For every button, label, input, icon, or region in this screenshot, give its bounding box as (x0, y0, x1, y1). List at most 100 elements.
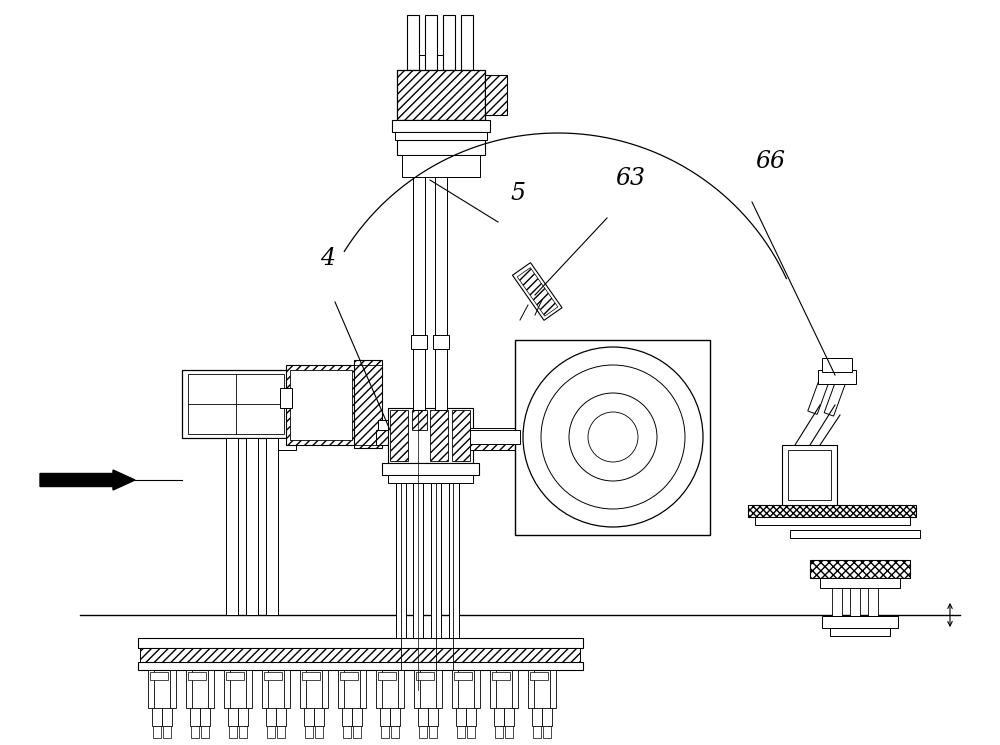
Bar (388, 408, 473, 463)
Bar (152, 708, 162, 726)
Bar (353, 726, 361, 738)
Bar (413, 483, 423, 638)
Bar (138, 638, 583, 648)
Bar (430, 410, 448, 461)
Bar (352, 708, 362, 726)
Bar (277, 726, 285, 738)
Bar (470, 428, 525, 440)
FancyArrow shape (40, 470, 135, 490)
Bar (530, 672, 548, 680)
Bar (284, 670, 290, 708)
Bar (378, 672, 396, 680)
Bar (822, 616, 898, 628)
Bar (748, 505, 916, 517)
Bar (788, 450, 831, 500)
Bar (153, 726, 161, 738)
Bar (457, 726, 465, 738)
Bar (315, 726, 323, 738)
Text: 66: 66 (755, 150, 785, 173)
Bar (474, 670, 480, 708)
Bar (266, 708, 276, 726)
Bar (342, 708, 352, 726)
Bar (382, 463, 479, 475)
Bar (419, 726, 427, 738)
Bar (466, 708, 476, 726)
Bar (755, 517, 910, 525)
Circle shape (541, 365, 685, 509)
Bar (782, 445, 837, 505)
Bar (322, 670, 328, 708)
Bar (467, 726, 475, 738)
Bar (407, 15, 419, 70)
Bar (163, 726, 171, 738)
Bar (397, 70, 485, 120)
Bar (517, 267, 558, 316)
Bar (505, 726, 513, 738)
Bar (452, 410, 470, 461)
Text: 4: 4 (320, 247, 335, 270)
Bar (140, 648, 580, 662)
Bar (832, 588, 842, 616)
Bar (182, 370, 290, 438)
Bar (360, 670, 366, 708)
Bar (396, 483, 406, 638)
Bar (229, 726, 237, 738)
Bar (264, 672, 282, 680)
Text: 5: 5 (510, 182, 525, 205)
Circle shape (588, 412, 638, 462)
Bar (280, 388, 292, 408)
Bar (490, 670, 496, 708)
Bar (443, 15, 455, 70)
Circle shape (523, 347, 703, 527)
Bar (239, 726, 247, 738)
Bar (381, 726, 389, 738)
Bar (470, 430, 520, 444)
Bar (495, 726, 503, 738)
Bar (449, 483, 459, 638)
Bar (512, 670, 518, 708)
Bar (224, 670, 230, 708)
Bar (820, 578, 900, 588)
Circle shape (569, 393, 657, 481)
Bar (314, 708, 324, 726)
Bar (376, 430, 402, 445)
Bar (148, 670, 154, 708)
Bar (200, 708, 210, 726)
Bar (824, 367, 850, 416)
Bar (138, 662, 583, 670)
Bar (433, 335, 449, 349)
Bar (456, 708, 466, 726)
Bar (188, 374, 284, 434)
Bar (226, 438, 238, 615)
Bar (395, 132, 487, 140)
Bar (461, 15, 473, 70)
Bar (150, 672, 168, 680)
Bar (390, 708, 400, 726)
Bar (290, 370, 352, 440)
Bar (388, 475, 473, 483)
Bar (191, 726, 199, 738)
Bar (378, 420, 400, 430)
Bar (790, 530, 920, 538)
Bar (418, 708, 428, 726)
Bar (188, 672, 206, 680)
Bar (262, 670, 268, 708)
Bar (340, 672, 358, 680)
Bar (810, 560, 910, 578)
Bar (397, 140, 485, 155)
Bar (543, 726, 551, 738)
Bar (392, 120, 490, 132)
Bar (376, 670, 382, 708)
Bar (391, 726, 399, 738)
Bar (286, 365, 356, 445)
Bar (402, 155, 480, 177)
Text: 63: 63 (615, 167, 645, 190)
Bar (343, 726, 351, 738)
Bar (380, 708, 390, 726)
Bar (266, 438, 278, 615)
Bar (276, 708, 286, 726)
Bar (390, 410, 408, 461)
Bar (436, 670, 442, 708)
Bar (226, 672, 244, 680)
Bar (428, 708, 438, 726)
